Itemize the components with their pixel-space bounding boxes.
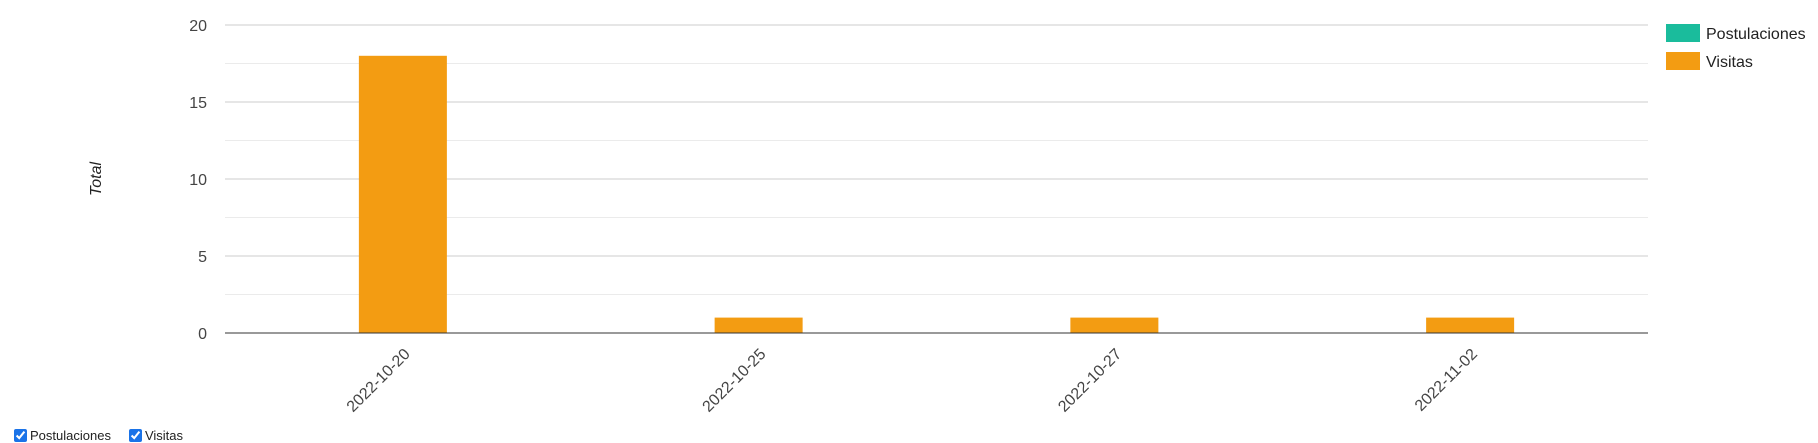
x-tick-label: 2022-10-27	[1055, 346, 1125, 416]
y-tick-label: 0	[198, 326, 207, 343]
visitas-checkbox[interactable]	[128, 429, 142, 442]
x-tick-label: 2022-11-02	[1412, 346, 1481, 415]
bar-visitas-2022-10-27	[1070, 317, 1159, 333]
toggle-visitas[interactable]: Visitas	[128, 428, 184, 443]
y-axis-ticks: 0 5 10 15 20	[189, 18, 207, 343]
y-tick-label: 20	[189, 18, 207, 35]
x-tick-label: 2022-10-25	[700, 346, 770, 416]
y-axis-title: Total	[88, 162, 105, 197]
legend[interactable]: Postulaciones Visitas	[1666, 24, 1806, 71]
legend-label-postulaciones: Postulaciones	[1706, 26, 1806, 43]
y-tick-label: 10	[189, 172, 207, 189]
y-tick-label: 15	[189, 95, 207, 112]
visitas-checkbox-label: Visitas	[144, 428, 184, 443]
postulaciones-checkbox[interactable]	[14, 429, 27, 442]
legend-swatch-postulaciones	[1666, 24, 1700, 42]
postulaciones-checkbox-label: Postulaciones	[30, 428, 111, 443]
x-tick-label: 2022-10-20	[344, 346, 414, 416]
series-toggle-controls: Postulaciones Visitas	[14, 428, 183, 443]
bars	[358, 55, 1515, 334]
gridlines	[225, 24, 1648, 295]
legend-swatch-visitas	[1666, 52, 1700, 70]
bar-visitas-2022-10-25	[714, 317, 803, 333]
y-tick-label: 5	[198, 249, 207, 266]
x-axis-ticks: 2022-10-20 2022-10-25 2022-10-27 2022-11-02	[344, 346, 1481, 416]
toggle-postulaciones[interactable]: Postulaciones	[14, 428, 111, 443]
bar-visitas-2022-10-20	[358, 55, 447, 334]
bar-visitas-2022-11-02	[1426, 317, 1515, 333]
legend-label-visitas: Visitas	[1706, 54, 1753, 71]
